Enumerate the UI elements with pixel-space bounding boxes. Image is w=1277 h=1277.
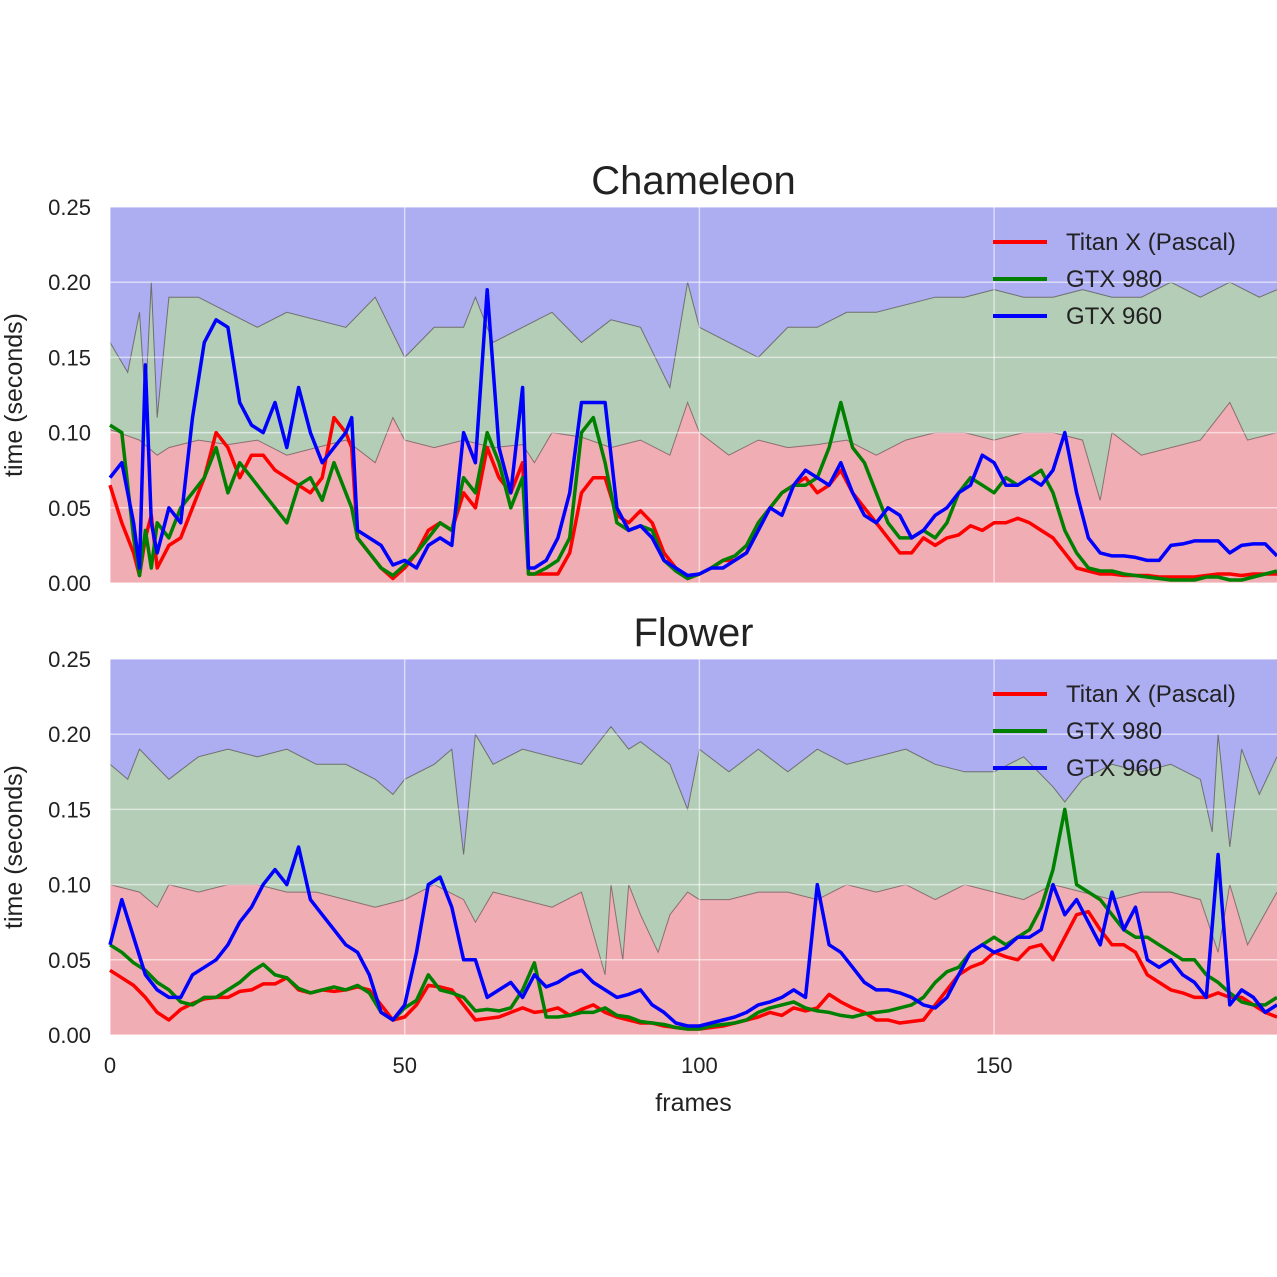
chameleon-series-lines [108,287,1277,582]
chameleon-y-tick-label: 0.15 [48,345,91,370]
flower-x-tick-labels: 0 50 100 150 [104,1053,1013,1078]
chameleon-y-tick-labels: 0.00 0.05 0.10 0.15 0.20 0.25 [48,195,91,596]
chameleon-grid [109,206,1277,584]
chameleon-panel: 0.00 0.05 0.10 0.15 0.20 0.25 Chameleon time … [0,159,1277,596]
chameleon-title: Chameleon [591,159,796,203]
flower-legend-label-gtx-980: GTX 980 [1066,718,1162,745]
chameleon-legend-label-gtx-960: GTX 960 [1066,303,1162,330]
flower-y-axis-label: time (seconds) [0,765,28,929]
chameleon-band-red-edge [109,401,1277,501]
chameleon-legend: Titan X (Pascal) GTX 980 GTX 960 [993,229,1236,330]
flower-y-tick-label: 0.25 [48,647,91,672]
flower-y-tick-labels: 0.00 0.05 0.10 0.15 0.20 0.25 [48,647,91,1048]
chameleon-y-tick-label: 0.00 [48,571,91,596]
chameleon-y-tick-label: 0.20 [48,270,91,295]
flower-x-tick-label: 50 [392,1053,416,1078]
chameleon-y-tick-label: 0.05 [48,496,91,521]
flower-legend-label-titan-x: Titan X (Pascal) [1066,681,1236,708]
flower-y-tick-label: 0.05 [48,948,91,973]
flower-x-tick-label: 100 [681,1053,718,1078]
flower-series-lines [108,807,1277,1031]
flower-panel: 0.00 0.05 0.10 0.15 0.20 0.25 0 50 100 150 Flowe… [0,611,1277,1117]
chameleon-y-axis-label: time (seconds) [0,313,28,477]
flower-title: Flower [633,611,753,655]
flower-legend-label-gtx-960: GTX 960 [1066,755,1162,782]
chameleon-y-tick-label: 0.10 [48,421,91,446]
flower-x-axis-label: frames [655,1089,731,1117]
flower-x-tick-label: 150 [976,1053,1013,1078]
flower-legend: Titan X (Pascal) GTX 980 GTX 960 [993,681,1236,782]
chameleon-band-red [110,402,1277,583]
flower-y-tick-label: 0.20 [48,722,91,747]
flower-grid [109,658,1277,1036]
flower-x-tick-label: 0 [104,1053,116,1078]
flower-series-line-gtx-960 [108,845,1277,1028]
chameleon-legend-label-gtx-980: GTX 980 [1066,266,1162,293]
flower-band-red-edge [109,884,1277,975]
chameleon-series-line-gtx-960 [108,287,1277,578]
flower-series-line-gtx-980 [109,807,1277,1031]
chameleon-y-tick-label: 0.25 [48,195,91,220]
flower-y-tick-label: 0.00 [48,1023,91,1048]
chameleon-series-line-titan-x [108,415,1277,581]
chameleon-band-green-edge [109,281,1277,418]
flower-y-tick-label: 0.10 [48,873,91,898]
chameleon-legend-label-titan-x: Titan X (Pascal) [1066,229,1236,256]
flower-y-tick-label: 0.15 [48,797,91,822]
